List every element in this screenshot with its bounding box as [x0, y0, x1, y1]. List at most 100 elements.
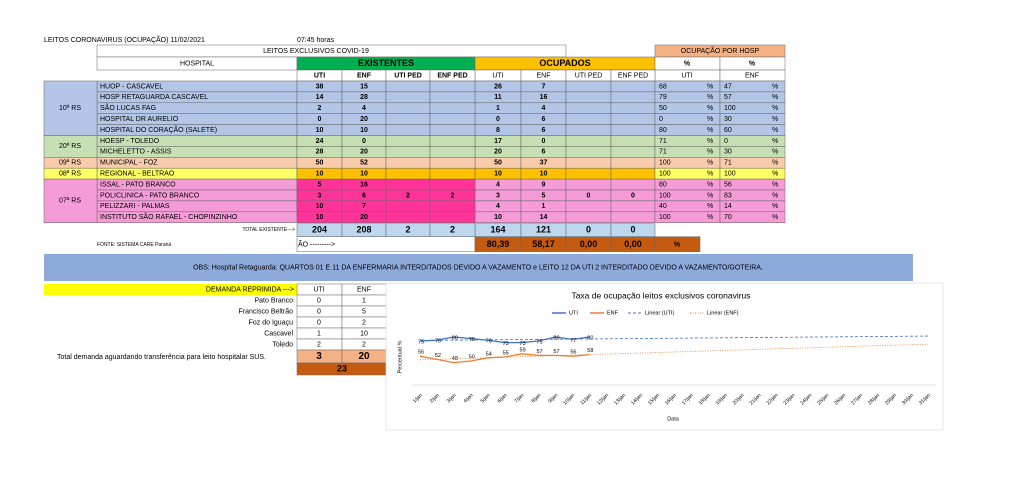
- cell-text: %: [772, 214, 778, 221]
- cell-text: 28: [316, 149, 324, 156]
- cell-text: 3: [318, 192, 322, 199]
- cell-text: %: [707, 127, 713, 134]
- cell-text: 10: [316, 214, 324, 221]
- cell-text: Toledo: [272, 341, 293, 348]
- cell-text: %: [707, 94, 713, 101]
- cell-text: 2: [362, 341, 366, 348]
- cell-text: MICHELETTO - ASSIS: [100, 149, 172, 156]
- cell-text: Pato Branco: [254, 297, 293, 304]
- cell: [429, 146, 476, 158]
- cell-text: Foz do Iguaçu: [249, 319, 293, 326]
- cell-text: 10: [360, 127, 368, 134]
- cell-text: ENF: [357, 286, 371, 293]
- cell-text: 1: [317, 330, 321, 337]
- cell-text: %: [674, 242, 681, 249]
- cell-text: 5: [362, 308, 366, 315]
- legend-label: UTI: [569, 310, 578, 316]
- cell-text: 15: [360, 83, 368, 90]
- cell-text: 80: [659, 127, 667, 134]
- cell-text: 4: [362, 105, 366, 112]
- data-label: 75: [536, 339, 542, 345]
- cell-text: TOTAL EXISTENTE--->: [242, 227, 295, 233]
- cell-text: %: [772, 149, 778, 156]
- cell-text: INSTITUTO SÃO RAFAEL - CHOPINZINHO: [100, 212, 238, 221]
- cell-text: %: [772, 138, 778, 145]
- cell: [429, 157, 476, 169]
- cell-text: 10: [494, 170, 502, 177]
- cell-text: %: [772, 94, 778, 101]
- group-label: 07ª RS: [59, 198, 81, 205]
- cell-text: FONTE: SISTEMA CARE Paraná: [97, 242, 171, 248]
- data-label: 50: [469, 354, 475, 360]
- cell-text: 208: [356, 225, 371, 235]
- cell: [429, 211, 476, 223]
- cell-text: REGIONAL - BELTRAO: [100, 170, 175, 177]
- cell: [719, 211, 786, 223]
- group-label: 20ª RS: [59, 143, 81, 150]
- cell-text: 0: [496, 116, 500, 123]
- data-label: 80: [553, 335, 559, 341]
- data-label: 48: [452, 356, 458, 362]
- cell-text: 0,00: [580, 239, 598, 249]
- cell-text: %: [749, 60, 756, 67]
- cell-text: %: [772, 105, 778, 112]
- cell-text: 2: [406, 192, 410, 199]
- cell: [385, 102, 431, 114]
- cell-text: 6: [542, 116, 546, 123]
- cell-text: %: [772, 181, 778, 188]
- cell: [610, 102, 656, 114]
- cell-text: UTI: [313, 286, 324, 293]
- cell-text: %: [707, 83, 713, 90]
- cell-text: Francisco Beltrão: [239, 308, 294, 315]
- cell-text: 0,00: [624, 239, 642, 249]
- cell: [385, 80, 431, 93]
- data-label: 76: [435, 339, 441, 345]
- cell: [385, 157, 431, 169]
- cell: [429, 91, 476, 104]
- cell: [610, 124, 656, 136]
- cell-text: 26: [494, 83, 502, 90]
- cell-text: 1: [496, 105, 500, 112]
- cell-text: PELIZZARI - PALMAS: [100, 203, 170, 210]
- cell: [565, 167, 612, 180]
- cell-text: 7: [362, 203, 366, 210]
- cell: [429, 102, 476, 114]
- cell-text: 2: [450, 225, 455, 235]
- cell-text: UTI: [492, 72, 503, 79]
- cell-text: 71: [724, 160, 732, 167]
- cell-text: 9: [542, 181, 546, 188]
- cell-text: 50: [316, 160, 324, 167]
- cell: [385, 91, 431, 104]
- cell-text: HOSPITAL DO CORAÇÃO (SALETE): [100, 125, 217, 134]
- cell-text: 10: [540, 170, 548, 177]
- data-label: 52: [435, 353, 441, 359]
- cell-text: 0: [587, 192, 591, 199]
- cell-text: 37: [540, 160, 548, 167]
- cell-text: 7: [542, 83, 546, 90]
- cell-text: 0: [317, 319, 321, 326]
- x-axis-label: Data: [667, 416, 680, 422]
- cell-text: %: [707, 116, 713, 123]
- cell-text: 6: [362, 192, 366, 199]
- cell-text: 20: [360, 149, 368, 156]
- cell: [610, 167, 656, 180]
- cell: [565, 146, 612, 158]
- cell-text: 0: [586, 225, 591, 235]
- chart-title: Taxa de ocupação leitos exclusivos coron…: [571, 290, 750, 300]
- cell-text: 30: [724, 116, 732, 123]
- cell-text: 4: [496, 203, 500, 210]
- cell: [610, 80, 656, 93]
- cell-text: 100: [724, 105, 736, 112]
- cell-text: 71: [659, 138, 667, 145]
- data-label: 80: [587, 335, 593, 341]
- cell-text: 2: [317, 341, 321, 348]
- data-label: 77: [570, 338, 576, 344]
- cell-text: %: [707, 160, 713, 167]
- cell: [565, 113, 612, 125]
- cell-text: 2: [318, 105, 322, 112]
- group-label: 10ª RS: [59, 105, 81, 112]
- cell-text: %: [772, 203, 778, 210]
- cell-text: %: [772, 160, 778, 167]
- cell-text: 164: [490, 225, 505, 235]
- cell-text: 20: [360, 214, 368, 221]
